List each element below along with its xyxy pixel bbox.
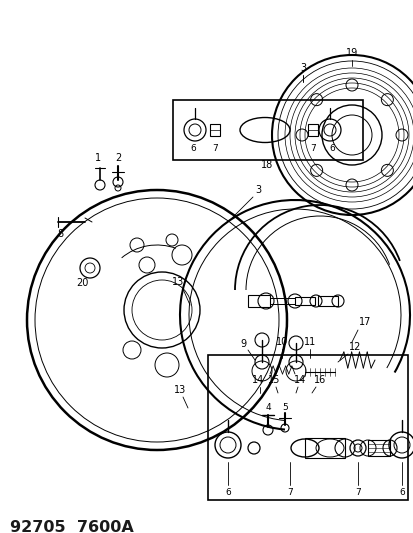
Text: 9: 9 [240, 339, 245, 349]
Text: 8: 8 [57, 229, 63, 239]
Text: 6: 6 [398, 489, 404, 497]
Text: 13: 13 [173, 385, 186, 395]
Bar [367, 440, 389, 456]
Text: 3: 3 [254, 185, 261, 195]
Bar [209, 124, 219, 136]
Bar [304, 438, 344, 458]
Bar [307, 124, 317, 136]
Text: 5: 5 [281, 402, 287, 411]
Text: 14: 14 [251, 375, 263, 385]
Text: 1: 1 [95, 153, 101, 163]
Text: 19: 19 [345, 48, 357, 58]
Text: 6: 6 [225, 489, 230, 497]
Text: 10: 10 [275, 337, 287, 347]
Bar [317, 296, 337, 306]
Text: 6: 6 [328, 143, 334, 152]
Text: 7: 7 [287, 489, 292, 497]
Text: 13: 13 [171, 277, 184, 287]
Text: 12: 12 [348, 342, 360, 352]
Text: 3: 3 [299, 63, 305, 73]
Text: 92705  7600A: 92705 7600A [10, 520, 133, 533]
Text: 15: 15 [267, 375, 280, 385]
Bar [269, 298, 294, 304]
Text: 7: 7 [354, 489, 360, 497]
Text: 20: 20 [76, 278, 88, 288]
Text: 7: 7 [211, 143, 217, 152]
Bar [247, 295, 269, 307]
Text: 7: 7 [309, 143, 315, 152]
Text: 2: 2 [114, 153, 121, 163]
Bar [207, 355, 407, 500]
Bar [173, 100, 362, 160]
Bar [294, 297, 314, 305]
Text: 6: 6 [190, 143, 195, 152]
Text: 4: 4 [265, 403, 270, 413]
Text: 14: 14 [293, 375, 305, 385]
Text: 17: 17 [358, 317, 370, 327]
Text: 11: 11 [303, 337, 316, 347]
Text: 18: 18 [260, 160, 273, 170]
Text: 16: 16 [313, 375, 325, 385]
